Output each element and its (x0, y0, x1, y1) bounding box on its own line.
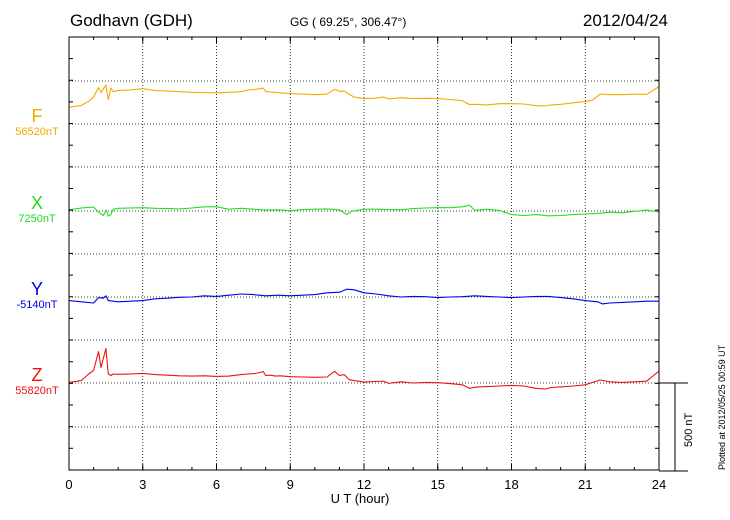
series-line-f (68, 84, 660, 108)
baseline-value: 56520nT (15, 126, 59, 138)
scale-bar-label: 500 nT (683, 412, 695, 447)
x-tick-label: 0 (65, 477, 72, 492)
series-label-x: X 7250nT (8, 193, 66, 226)
x-tick-label: 9 (287, 477, 294, 492)
baseline-value: -5140nT (16, 299, 58, 311)
series-label-y: Y -5140nT (8, 279, 66, 312)
x-axis-title: U T (hour) (330, 491, 390, 506)
x-tick-label: 3 (139, 477, 146, 492)
date-label: 2012/04/24 (582, 11, 668, 30)
component-name: F (31, 106, 43, 126)
x-tick-label: 24 (652, 477, 666, 492)
series-label-z: Z 55820nT (8, 365, 66, 398)
component-name: Z (31, 365, 43, 385)
x-tick-label: 21 (578, 477, 592, 492)
x-tick-label: 6 (213, 477, 220, 492)
plotted-timestamp: Plotted at 2012/05/25 00:59 UT (717, 344, 727, 470)
component-name: Y (30, 279, 43, 299)
series-line-x (68, 204, 660, 217)
component-name: X (30, 193, 43, 213)
x-tick-label: 18 (504, 477, 518, 492)
x-tick-label: 15 (431, 477, 445, 492)
series-line-z (68, 348, 660, 390)
baseline-value: 7250nT (18, 213, 56, 225)
coordinates-label: GG ( 69.25°, 306.47°) (290, 15, 407, 29)
series-line-y (68, 288, 659, 305)
baseline-value: 55820nT (15, 385, 59, 397)
series-label-f: F 56520nT (8, 106, 66, 139)
axes: 0 3 6 9 12 15 18 21 24 500 nT (65, 36, 695, 492)
x-tick-label: 12 (357, 477, 371, 492)
station-title: Godhavn (GDH) (70, 11, 193, 30)
grid (69, 37, 659, 470)
series-layer (68, 84, 660, 390)
